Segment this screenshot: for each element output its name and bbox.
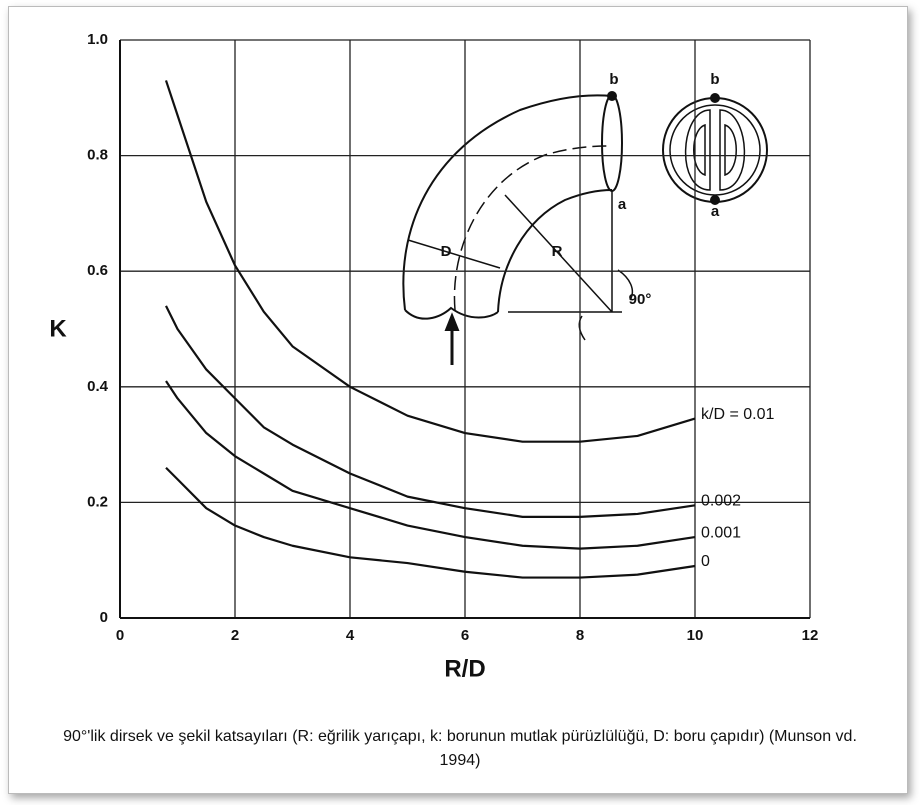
x-tick-label: 8 <box>576 627 584 644</box>
diagram-label: 90° <box>629 291 652 308</box>
diagram-label: a <box>711 203 720 220</box>
caption: 90°'lik dirsek ve şekil katsayıları (R: … <box>63 728 857 769</box>
curve <box>164 80 696 443</box>
diagram-label: b <box>710 71 719 88</box>
x-tick-label: 12 <box>802 627 819 644</box>
point <box>710 93 720 103</box>
curve-label: 0.001 <box>701 524 741 541</box>
y-axis-title: K <box>49 315 67 342</box>
curve-label: k/D = 0.01 <box>701 406 774 423</box>
section-outer <box>662 97 768 203</box>
diagram-label: a <box>618 196 627 213</box>
angle-arc <box>617 269 634 301</box>
y-tick-label: 0 <box>100 609 108 626</box>
curve <box>165 466 696 579</box>
secondary-flow <box>684 109 746 191</box>
y-tick-label: 1.0 <box>87 31 108 48</box>
curve <box>165 380 696 550</box>
x-tick-label: 10 <box>687 627 704 644</box>
elbow-centerline <box>453 145 613 311</box>
y-tick-label: 0.2 <box>87 493 108 510</box>
elbow-start <box>404 306 499 320</box>
chart: b a D R 90° b a 0 0.2 0.4 0.6 0.8 1.0 0 2 4 6 8 10 12 R/D Kk… <box>49 31 819 682</box>
secondary-flow <box>693 123 737 177</box>
x-axis-title: R/D <box>444 655 485 682</box>
section-inner <box>669 104 761 196</box>
x-tick-label: 4 <box>346 627 355 644</box>
y-tick-label: 0.8 <box>87 147 108 164</box>
radius-line <box>504 194 613 313</box>
elbow-diagram: b a D R 90° b a <box>402 71 768 365</box>
y-tick-label: 0.4 <box>87 378 109 395</box>
point <box>710 195 720 205</box>
point <box>607 91 617 101</box>
elbow-end <box>601 94 623 192</box>
diagram-label: D <box>441 243 452 260</box>
x-tick-label: 2 <box>231 627 239 644</box>
diagram-label: b <box>609 71 618 88</box>
curve <box>165 305 696 518</box>
diagram-label: R <box>552 243 563 260</box>
curve-label: 0.002 <box>701 493 741 510</box>
x-tick-label: 6 <box>461 627 469 644</box>
diameter-line <box>407 239 501 269</box>
elbow-inner <box>497 189 613 313</box>
flow-arrow-head <box>444 312 460 331</box>
x-tick-label: 0 <box>116 627 124 644</box>
curve-label: 0 <box>701 553 710 570</box>
y-tick-label: 0.6 <box>87 262 108 279</box>
